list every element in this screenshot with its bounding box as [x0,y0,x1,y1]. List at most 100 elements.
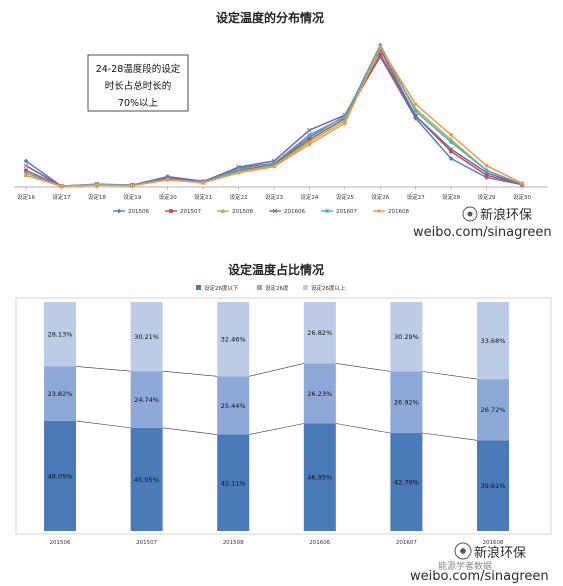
series-connector-line [249,423,304,435]
bar-segment [44,420,76,531]
bar-segment [44,302,76,367]
line-point [413,115,419,121]
watermark-bottom: 新浪环保 能源学者数据 weibo.com/sinagreen [410,542,549,584]
stacked-bar: 48.05% 23.82% 28.13% [44,302,76,531]
stacked-bar: 45.05% 24.74% 30.21% [130,302,163,531]
line-legend-label: 201607 [336,209,357,215]
bar-segment [477,440,509,531]
bar-segment-label: 25.44% [221,402,246,410]
series-connector-line [422,371,478,380]
line-point [484,163,489,168]
bar-segment [303,423,336,531]
bar-legend-swatch [303,285,308,290]
bar-segment [303,363,336,424]
line-legend-item: 201507 [165,209,201,215]
bar-segment-label: 26.92% [394,399,419,407]
bar-segment [44,366,76,421]
series-connector-line [335,363,391,372]
line-legend-item: 201508 [217,208,253,215]
line-point [484,168,489,173]
bar-legend-item: 设定26度以下 [196,284,239,292]
line-x-tick-label: 设定16 [17,193,35,201]
bar-x-tick-label: 201508 [223,540,244,546]
bar-segment [130,427,163,531]
line-x-tick-label: 设定24 [300,193,318,201]
bar-x-tick-label: 201506 [50,540,71,546]
watermark-url-bottom: weibo.com/sinagreen [410,569,549,584]
bar-segment [217,376,250,435]
annotation-box: 24-28温度段的设定 时长占总时长的 70%以上 [87,54,189,112]
line-point [342,114,348,120]
line-point [23,158,29,164]
bar-segment [477,379,509,441]
line-legend-item: 201607 [321,208,357,215]
weibo-logo-icon [462,206,478,222]
bar-legend-label: 设定26度以下 [204,284,239,292]
bar-x-tick-label: 201507 [136,540,157,546]
bar-segment-label: 42.11% [221,479,246,487]
line-x-tick-label: 设定20 [159,193,177,201]
bar-segment-label: 33.68% [481,337,506,345]
bar-segment-label: 46.95% [307,474,332,482]
bar-segment-label: 23.82% [48,390,73,398]
watermark-top: 新浪环保 weibo.com/sinagreen [413,206,552,240]
bar-segment [390,433,423,531]
line-point [378,45,383,50]
line-point [59,184,64,188]
bar-legend-item: 设定26度以上 [303,284,346,292]
line-point [413,113,419,119]
line-chart-x-ticks: 设定16 设定17 设定18 设定19 设定20 设定21 设定22 设定23 设定24 设定25… [17,187,531,201]
line-point [116,208,122,214]
line-x-tick-label: 设定26 [371,193,389,201]
line-point [271,161,277,166]
bar-plot-frame [15,297,552,535]
line-legend-label: 201508 [232,209,253,215]
line-x-tick-label: 设定19 [123,193,141,201]
bar-segment-label: 26.82% [307,329,332,337]
line-x-tick-label: 设定17 [52,193,70,201]
line-x-tick-label: 设定30 [513,193,531,201]
weibo-logo-eye-icon [467,211,473,217]
line-x-tick-label: 设定21 [194,193,212,201]
series-connector-line [75,366,131,372]
line-point [324,208,330,214]
bar-legend-label: 设定26度以上 [311,284,346,292]
line-x-tick-label: 设定22 [230,193,248,201]
annotation-line-3: 70%以上 [118,98,159,109]
line-point [448,146,454,152]
watermark-brand-bottom: 新浪环保 [474,545,526,561]
line-chart-title: 设定温度的分布情况 [216,10,324,25]
bar-chart-title: 设定温度占比情况 [228,262,324,277]
bar-segment [390,302,423,372]
bar-x-tick-label: 201606 [309,540,330,546]
line-legend-label: 201608 [388,209,409,215]
bar-segment-label: 28.13% [48,331,73,339]
line-point [343,121,347,125]
line-chart-series [23,42,525,189]
line-point [236,171,241,175]
line-legend-label: 201506 [128,209,149,215]
line-point [413,102,418,106]
watermark-faded-bottom: 能源学者数据 [438,560,492,572]
line-point [165,178,170,182]
bar-chart-series-lines [75,363,478,441]
line-point [448,156,454,161]
bar-chart-legend: 设定26度以下 设定26度 设定26度以上 [196,284,346,292]
line-x-tick-label: 设定29 [478,193,496,201]
stacked-bar: 42.11% 25.44% 32.46% [217,301,250,531]
line-legend-item: 201506 [113,208,149,215]
weibo-logo-eye-icon [460,548,466,554]
bar-chart-bars: 48.05% 23.82% 28.13% 45.05% 24.74% 30.21% 42.1… [44,301,509,531]
line-legend-item: 201606 [269,208,305,215]
bar-x-tick-label: 201607 [396,540,417,546]
bar-segment [217,434,250,531]
bar-segment [130,302,163,372]
line-point [169,209,173,213]
line-point [307,142,312,147]
line-point [378,42,383,48]
line-point [220,208,226,213]
series-connector-line [162,427,218,435]
annotation-line-2: 时长占总时长的 [105,80,172,92]
bar-segment [303,302,336,364]
